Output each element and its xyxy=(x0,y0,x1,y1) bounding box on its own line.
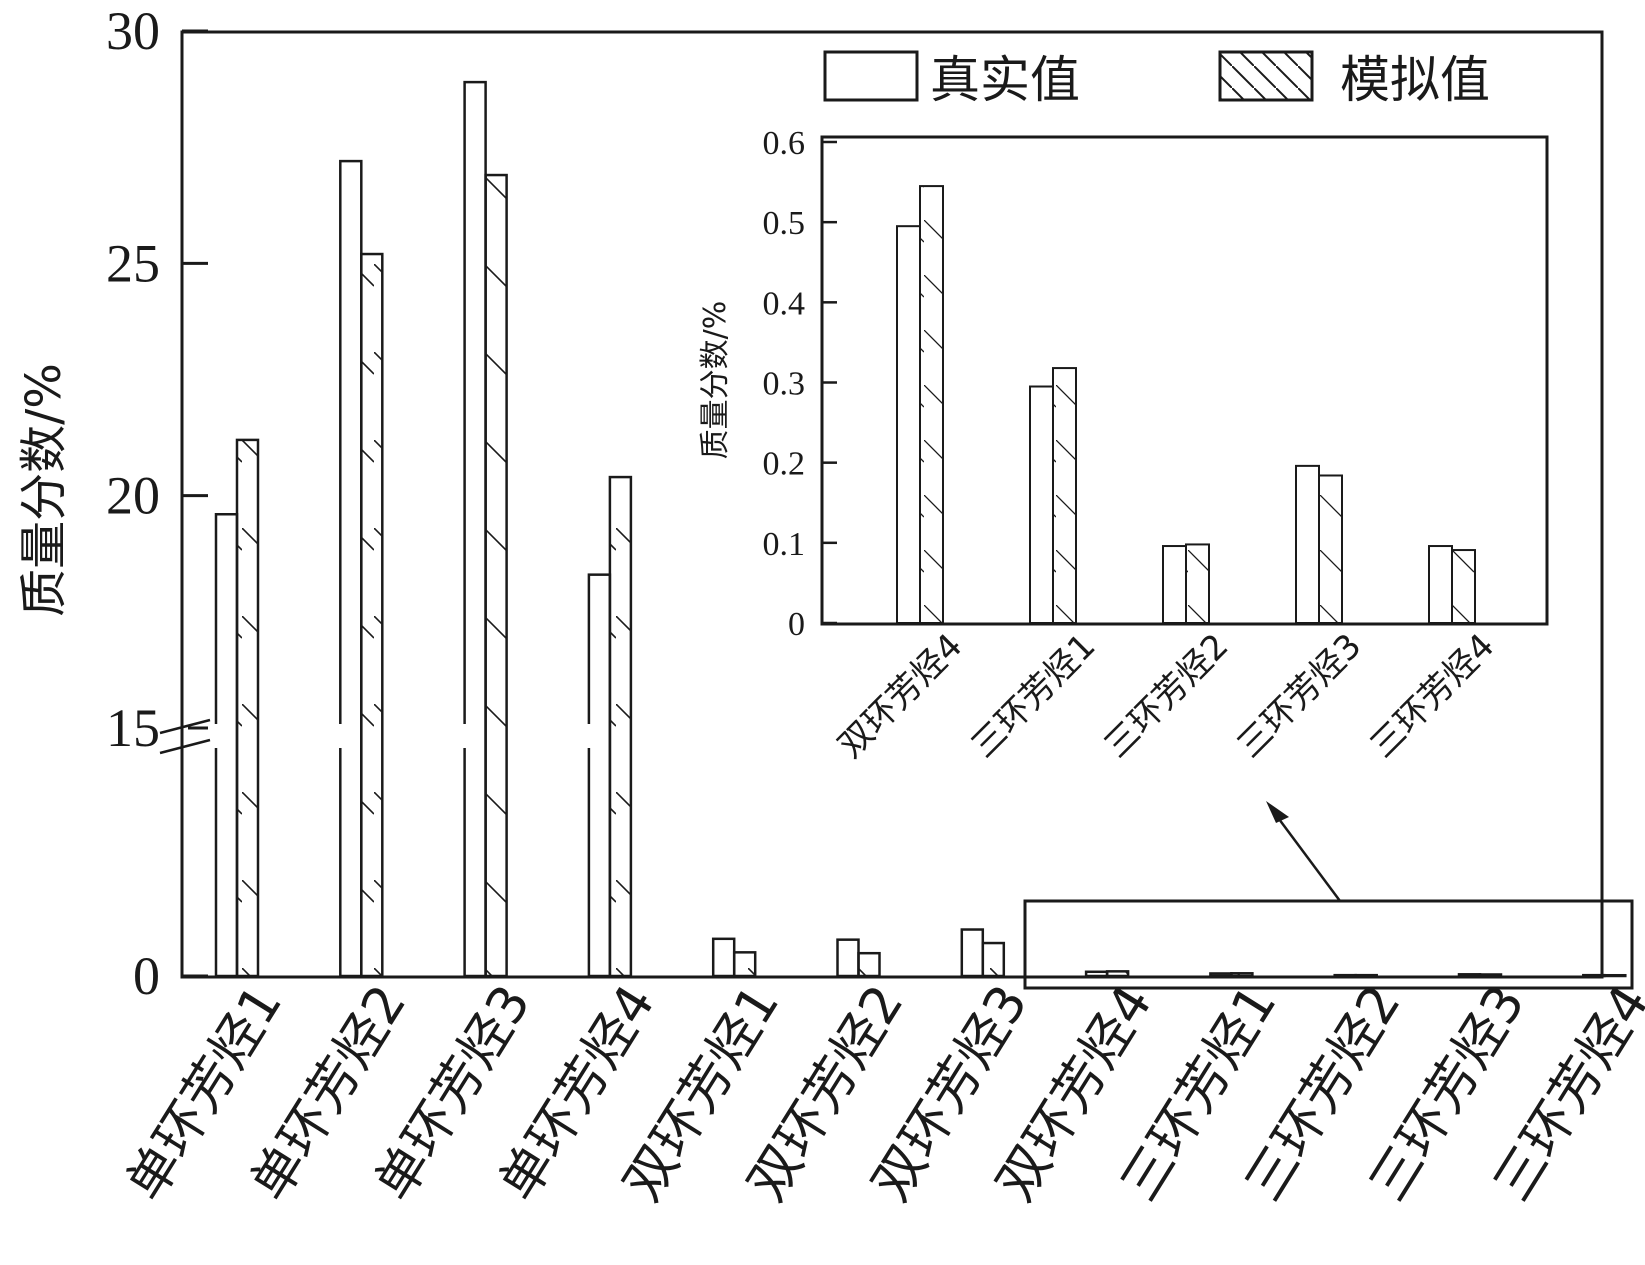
inset-y-ticks: 0 0.1 0.2 0.3 0.4 0.5 0.6 xyxy=(763,125,837,643)
bar-simulated xyxy=(484,173,508,978)
main-y-tick-label: 20 xyxy=(106,466,160,526)
bar-break-gap xyxy=(337,724,344,748)
bar-real xyxy=(463,80,487,978)
main-y-tick-label: 15 xyxy=(106,698,160,758)
bar-real xyxy=(960,928,985,978)
legend-label-real: 真实值 xyxy=(930,51,1080,109)
inset-bar-real xyxy=(1295,464,1320,624)
bar-real xyxy=(711,937,736,978)
inset-y-tick-label: 0.2 xyxy=(763,446,806,483)
bar-real xyxy=(339,159,363,978)
inset-y-tick-label: 0.4 xyxy=(763,285,806,322)
bar-simulated xyxy=(1603,973,1627,978)
bar-break-gap xyxy=(585,724,592,748)
inset-chart: 质量分数/% 00.10.20.30.40.50.6 双环芳烃4三环芳烃1三环芳… xyxy=(698,125,1549,766)
inset-bar-simulated xyxy=(1185,543,1210,624)
bar-simulated xyxy=(1105,970,1130,978)
axis-break-mark xyxy=(159,738,211,755)
inset-bar-real xyxy=(1428,545,1453,624)
main-y-tick-label: 0 xyxy=(133,946,160,1006)
zoom-arrow-head xyxy=(1266,801,1289,823)
inset-y-tick-label: 0.5 xyxy=(763,205,806,242)
legend: 真实值 模拟值 xyxy=(823,50,1490,109)
inset-x-tick-label: 三环芳烃2 xyxy=(1097,626,1237,766)
bar-simulated xyxy=(608,475,633,978)
bar-break-gap xyxy=(461,724,468,748)
main-y-axis-label: 质量分数/% xyxy=(16,363,72,617)
bar-real xyxy=(836,938,860,978)
axis-break-mark xyxy=(159,718,211,735)
inset-x-tick-label: 三环芳烃4 xyxy=(1363,626,1503,766)
inset-bar-simulated xyxy=(1052,367,1077,624)
inset-y-tick-label: 0.1 xyxy=(763,526,806,563)
inset-bars xyxy=(896,185,1476,625)
inset-bar-simulated xyxy=(919,185,944,624)
inset-bar-simulated xyxy=(1318,474,1343,625)
zoom-region-box xyxy=(1023,899,1634,990)
inset-y-tick-label: 0 xyxy=(788,606,805,643)
bar-simulated xyxy=(235,438,260,978)
inset-y-axis-label: 质量分数/% xyxy=(698,301,733,460)
bar-real xyxy=(214,513,239,978)
bar-real xyxy=(587,573,612,978)
bar-break-gap xyxy=(213,724,219,748)
inset-bar-real xyxy=(1029,385,1054,624)
inset-bar-simulated xyxy=(1451,549,1476,625)
inset-y-tick-label: 0.3 xyxy=(763,366,806,403)
zoom-arrow xyxy=(1274,814,1342,902)
main-y-ticks: 0 15 20 25 30 xyxy=(106,1,208,1006)
bar-real xyxy=(1084,970,1109,978)
bar-simulated xyxy=(360,252,384,978)
inset-y-tick-label: 0.6 xyxy=(763,125,806,162)
bar-simulated xyxy=(732,951,757,978)
bar-simulated xyxy=(981,941,1006,978)
main-plot-frame xyxy=(180,30,1604,979)
inset-x-tick-label: 三环芳烃1 xyxy=(964,626,1104,766)
legend-swatch-real xyxy=(823,50,919,102)
inset-plot-frame xyxy=(820,135,1549,626)
legend-label-sim: 模拟值 xyxy=(1340,51,1490,109)
main-y-axis-label-group: 质量分数/% xyxy=(16,363,72,617)
inset-bar-real xyxy=(896,225,921,625)
main-x-tick-labels: 单环芳烃1单环芳烃2单环芳烃3单环芳烃4双环芳烃1双环芳烃2双环芳烃3双环芳烃4… xyxy=(115,975,1645,1211)
bar-simulated xyxy=(857,951,881,978)
legend-swatch-sim xyxy=(1218,50,1314,102)
main-y-tick-label: 30 xyxy=(106,1,160,61)
inset-x-tick-label: 双环芳烃4 xyxy=(831,626,971,766)
inset-x-tick-label: 三环芳烃3 xyxy=(1230,626,1370,766)
inset-bar-real xyxy=(1162,545,1187,624)
main-y-tick-label: 25 xyxy=(106,233,160,293)
